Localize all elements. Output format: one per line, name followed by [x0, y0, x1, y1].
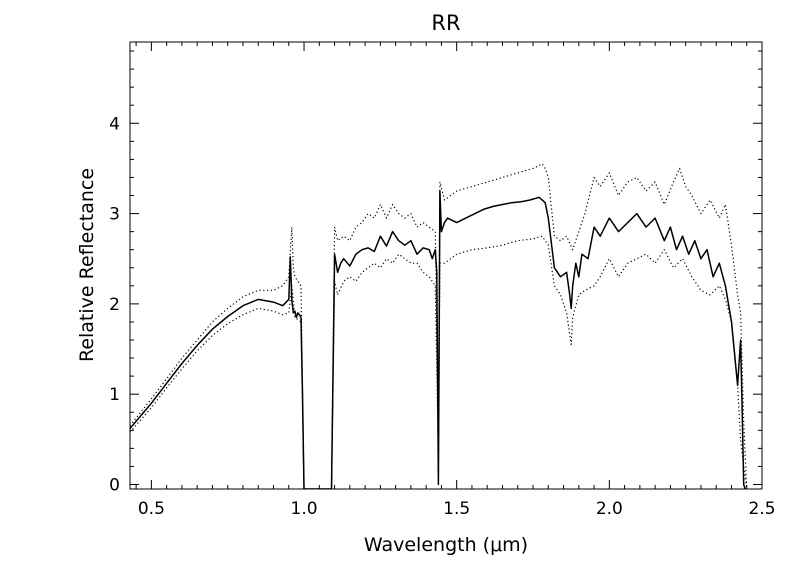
y-axis-title: Relative Reflectance: [76, 168, 98, 362]
y-tick-label: 3: [109, 205, 120, 225]
x-tick-label: 2.0: [596, 499, 623, 519]
series-line-mean: [130, 190, 747, 489]
x-tick-label: 2.5: [748, 499, 775, 519]
x-tick-label: 1.5: [443, 499, 470, 519]
y-tick-label: 2: [109, 295, 120, 315]
y-tick-label: 4: [109, 114, 120, 134]
x-tick-label: 0.5: [138, 499, 165, 519]
series-layer: [130, 163, 748, 489]
plot-frame: [129, 41, 763, 490]
y-tick-label: 0: [109, 475, 120, 495]
x-tick-label: 1.0: [291, 499, 318, 519]
x-axis-title: Wavelength (μm): [364, 534, 528, 556]
axes-layer: 0.5 1.0 1.5 2.0 2.5 0 1 2 3 4: [109, 41, 776, 519]
series-line-lower: [130, 235, 748, 489]
y-tick-label: 1: [109, 385, 120, 405]
chart-title: RR: [431, 11, 460, 35]
